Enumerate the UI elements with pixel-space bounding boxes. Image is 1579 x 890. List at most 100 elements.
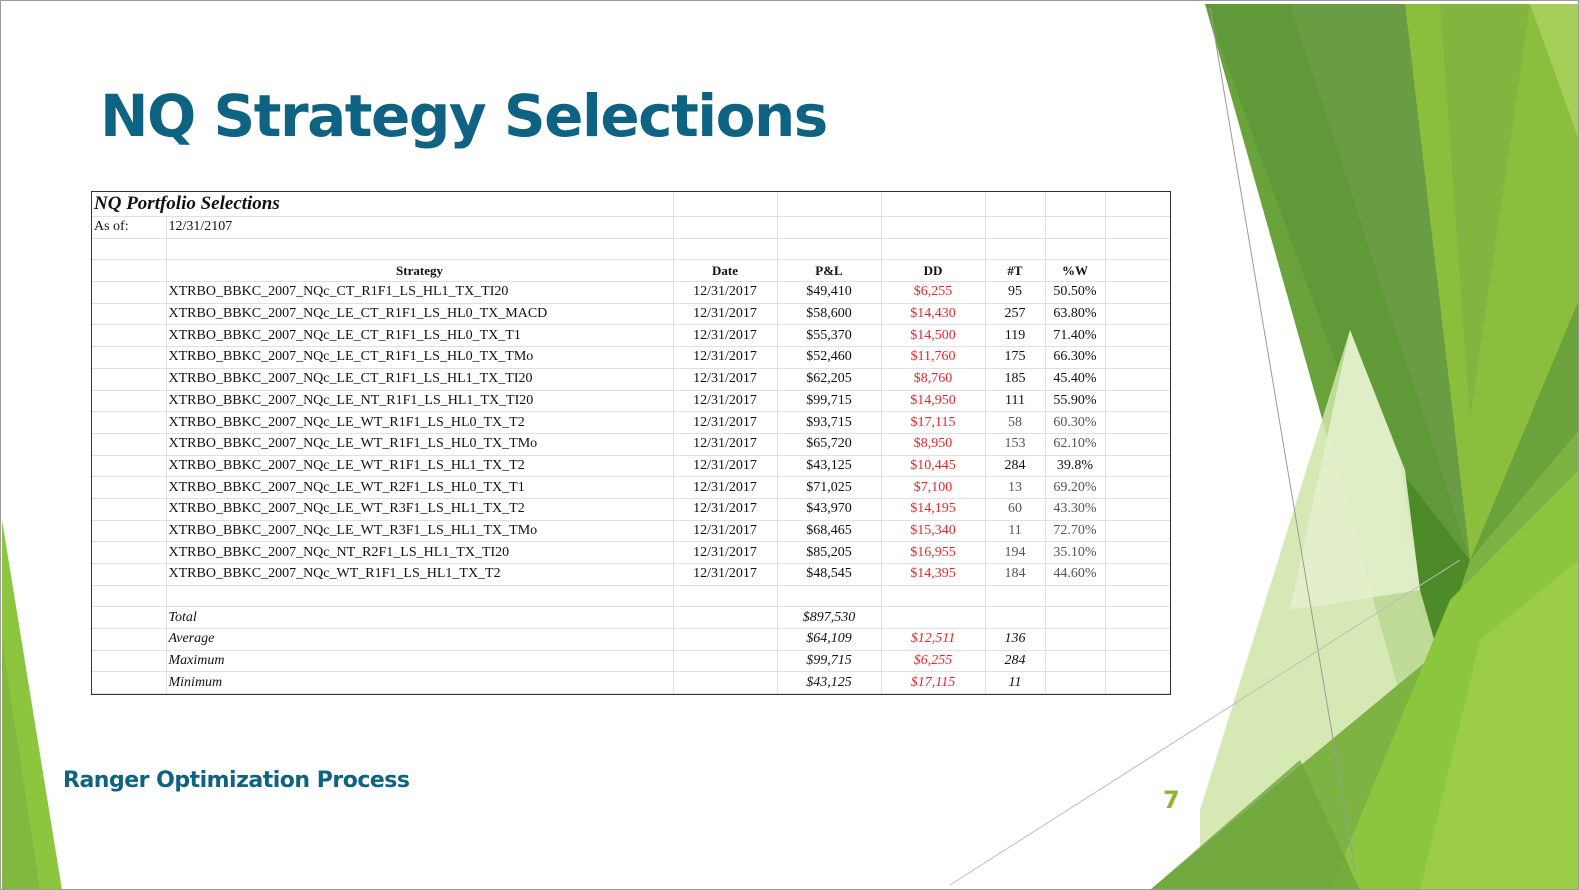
table-row: XTRBO_BBKC_2007_NQc_LE_CT_R1F1_LS_HL0_TX… (92, 324, 1170, 348)
trades-cell: 185 (985, 368, 1046, 391)
win-cell: 35.10% (1045, 541, 1106, 564)
win-cell: 45.40% (1045, 368, 1106, 391)
footer-text: Ranger Optimization Process (63, 768, 410, 793)
summary-row-average: Average $64,109 $12,511 136 (92, 628, 1170, 651)
date-cell: 12/31/2017 (673, 563, 778, 586)
strategy-cell: XTRBO_BBKC_2007_NQc_LE_WT_R2F1_LS_HL0_TX… (166, 476, 674, 499)
win-cell: 62.10% (1045, 433, 1106, 456)
strategy-cell: XTRBO_BBKC_2007_NQc_LE_CT_R1F1_LS_HL0_TX… (166, 324, 674, 348)
date-cell: 12/31/2017 (673, 281, 778, 304)
as-of-value: 12/31/2107 (166, 216, 674, 239)
blank-row (92, 693, 1170, 694)
portfolio-table: NQ Portfolio Selections As of: 12/31/210… (92, 192, 1170, 694)
summary-label: Total (166, 606, 674, 630)
summary-dd: $6,255 (881, 650, 986, 673)
table-row: XTRBO_BBKC_2007_NQc_WT_R1F1_LS_HL1_TX_T2… (92, 563, 1170, 586)
table-row: XTRBO_BBKC_2007_NQc_LE_NT_R1F1_LS_HL1_TX… (92, 390, 1170, 413)
win-cell: 60.30% (1045, 411, 1106, 434)
win-cell: 63.80% (1045, 303, 1106, 326)
header-row: Strategy Date P&L DD #T %W (92, 259, 1170, 283)
summary-dd: $17,115 (881, 671, 986, 694)
table-row: XTRBO_BBKC_2007_NQc_LE_WT_R1F1_LS_HL0_TX… (92, 433, 1170, 456)
dd-cell: $14,950 (881, 390, 986, 413)
date-cell: 12/31/2017 (673, 368, 778, 391)
trades-cell: 13 (985, 476, 1046, 499)
slide-title: NQ Strategy Selections (100, 82, 828, 150)
table-row: XTRBO_BBKC_2007_NQc_LE_WT_R1F1_LS_HL1_TX… (92, 455, 1170, 478)
trades-cell: 184 (985, 563, 1046, 586)
strategy-cell: XTRBO_BBKC_2007_NQc_LE_WT_R1F1_LS_HL1_TX… (166, 455, 674, 478)
table-row: XTRBO_BBKC_2007_NQc_CT_R1F1_LS_HL1_TX_TI… (92, 281, 1170, 304)
trades-cell: 153 (985, 433, 1046, 456)
spreadsheet-image: NQ Portfolio Selections As of: 12/31/210… (91, 191, 1171, 695)
dd-cell: $11,760 (881, 346, 986, 369)
strategy-cell: XTRBO_BBKC_2007_NQc_CT_R1F1_LS_HL1_TX_TI… (166, 281, 674, 304)
table-row: XTRBO_BBKC_2007_NQc_LE_CT_R1F1_LS_HL0_TX… (92, 303, 1170, 326)
trades-cell: 119 (985, 324, 1046, 348)
dd-cell: $8,760 (881, 368, 986, 391)
win-cell: 44.60% (1045, 563, 1106, 586)
summary-trades: 136 (985, 628, 1046, 651)
table-row: XTRBO_BBKC_2007_NQc_NT_R2F1_LS_HL1_TX_TI… (92, 541, 1170, 564)
dd-cell: $15,340 (881, 520, 986, 543)
dd-cell: $6,255 (881, 281, 986, 304)
date-cell: 12/31/2017 (673, 520, 778, 543)
summary-pl: $64,109 (777, 628, 882, 651)
summary-pl: $897,530 (777, 606, 882, 630)
dd-cell: $17,115 (881, 411, 986, 434)
pl-cell: $68,465 (777, 520, 882, 543)
date-cell: 12/31/2017 (673, 411, 778, 434)
dd-cell: $14,500 (881, 324, 986, 348)
page-number: 7 (1163, 786, 1180, 814)
pl-cell: $71,025 (777, 476, 882, 499)
as-of-row: As of: 12/31/2107 (92, 216, 1170, 239)
summary-row-minimum: Minimum $43,125 $17,115 11 (92, 671, 1170, 694)
strategy-cell: XTRBO_BBKC_2007_NQc_LE_CT_R1F1_LS_HL0_TX… (166, 346, 674, 369)
header-date: Date (673, 259, 778, 283)
pl-cell: $62,205 (777, 368, 882, 391)
header-dd: DD (881, 259, 986, 283)
summary-label: Average (166, 628, 674, 651)
pl-cell: $55,370 (777, 324, 882, 348)
date-cell: 12/31/2017 (673, 324, 778, 348)
header-strategy: Strategy (166, 259, 674, 283)
pl-cell: $85,205 (777, 541, 882, 564)
summary-dd (881, 606, 986, 630)
trades-cell: 95 (985, 281, 1046, 304)
header-win: %W (1045, 259, 1106, 283)
pl-cell: $93,715 (777, 411, 882, 434)
trades-cell: 111 (985, 390, 1046, 413)
table-row: XTRBO_BBKC_2007_NQc_LE_WT_R3F1_LS_HL1_TX… (92, 498, 1170, 521)
date-cell: 12/31/2017 (673, 390, 778, 413)
win-cell: 66.30% (1045, 346, 1106, 369)
dd-cell: $16,955 (881, 541, 986, 564)
date-cell: 12/31/2017 (673, 433, 778, 456)
pl-cell: $65,720 (777, 433, 882, 456)
strategy-cell: XTRBO_BBKC_2007_NQc_LE_NT_R1F1_LS_HL1_TX… (166, 390, 674, 413)
table-row: XTRBO_BBKC_2007_NQc_LE_WT_R2F1_LS_HL0_TX… (92, 476, 1170, 499)
win-cell: 50.50% (1045, 281, 1106, 304)
table-row: XTRBO_BBKC_2007_NQc_LE_CT_R1F1_LS_HL1_TX… (92, 368, 1170, 391)
summary-dd: $12,511 (881, 628, 986, 651)
trades-cell: 175 (985, 346, 1046, 369)
win-cell: 72.70% (1045, 520, 1106, 543)
summary-trades: 284 (985, 650, 1046, 673)
strategy-cell: XTRBO_BBKC_2007_NQc_LE_WT_R3F1_LS_HL1_TX… (166, 520, 674, 543)
summary-pl: $99,715 (777, 650, 882, 673)
strategy-cell: XTRBO_BBKC_2007_NQc_LE_CT_R1F1_LS_HL0_TX… (166, 303, 674, 326)
date-cell: 12/31/2017 (673, 455, 778, 478)
strategy-cell: XTRBO_BBKC_2007_NQc_LE_WT_R1F1_LS_HL0_TX… (166, 411, 674, 434)
table-row: XTRBO_BBKC_2007_NQc_LE_CT_R1F1_LS_HL0_TX… (92, 346, 1170, 369)
win-cell: 71.40% (1045, 324, 1106, 348)
trades-cell: 194 (985, 541, 1046, 564)
blank-row (92, 238, 1170, 261)
date-cell: 12/31/2017 (673, 541, 778, 564)
header-trades: #T (985, 259, 1046, 283)
win-cell: 43.30% (1045, 498, 1106, 521)
trades-cell: 284 (985, 455, 1046, 478)
portfolio-title: NQ Portfolio Selections (92, 192, 674, 217)
dd-cell: $10,445 (881, 455, 986, 478)
win-cell: 55.90% (1045, 390, 1106, 413)
strategy-cell: XTRBO_BBKC_2007_NQc_LE_WT_R1F1_LS_HL0_TX… (166, 433, 674, 456)
pl-cell: $43,970 (777, 498, 882, 521)
